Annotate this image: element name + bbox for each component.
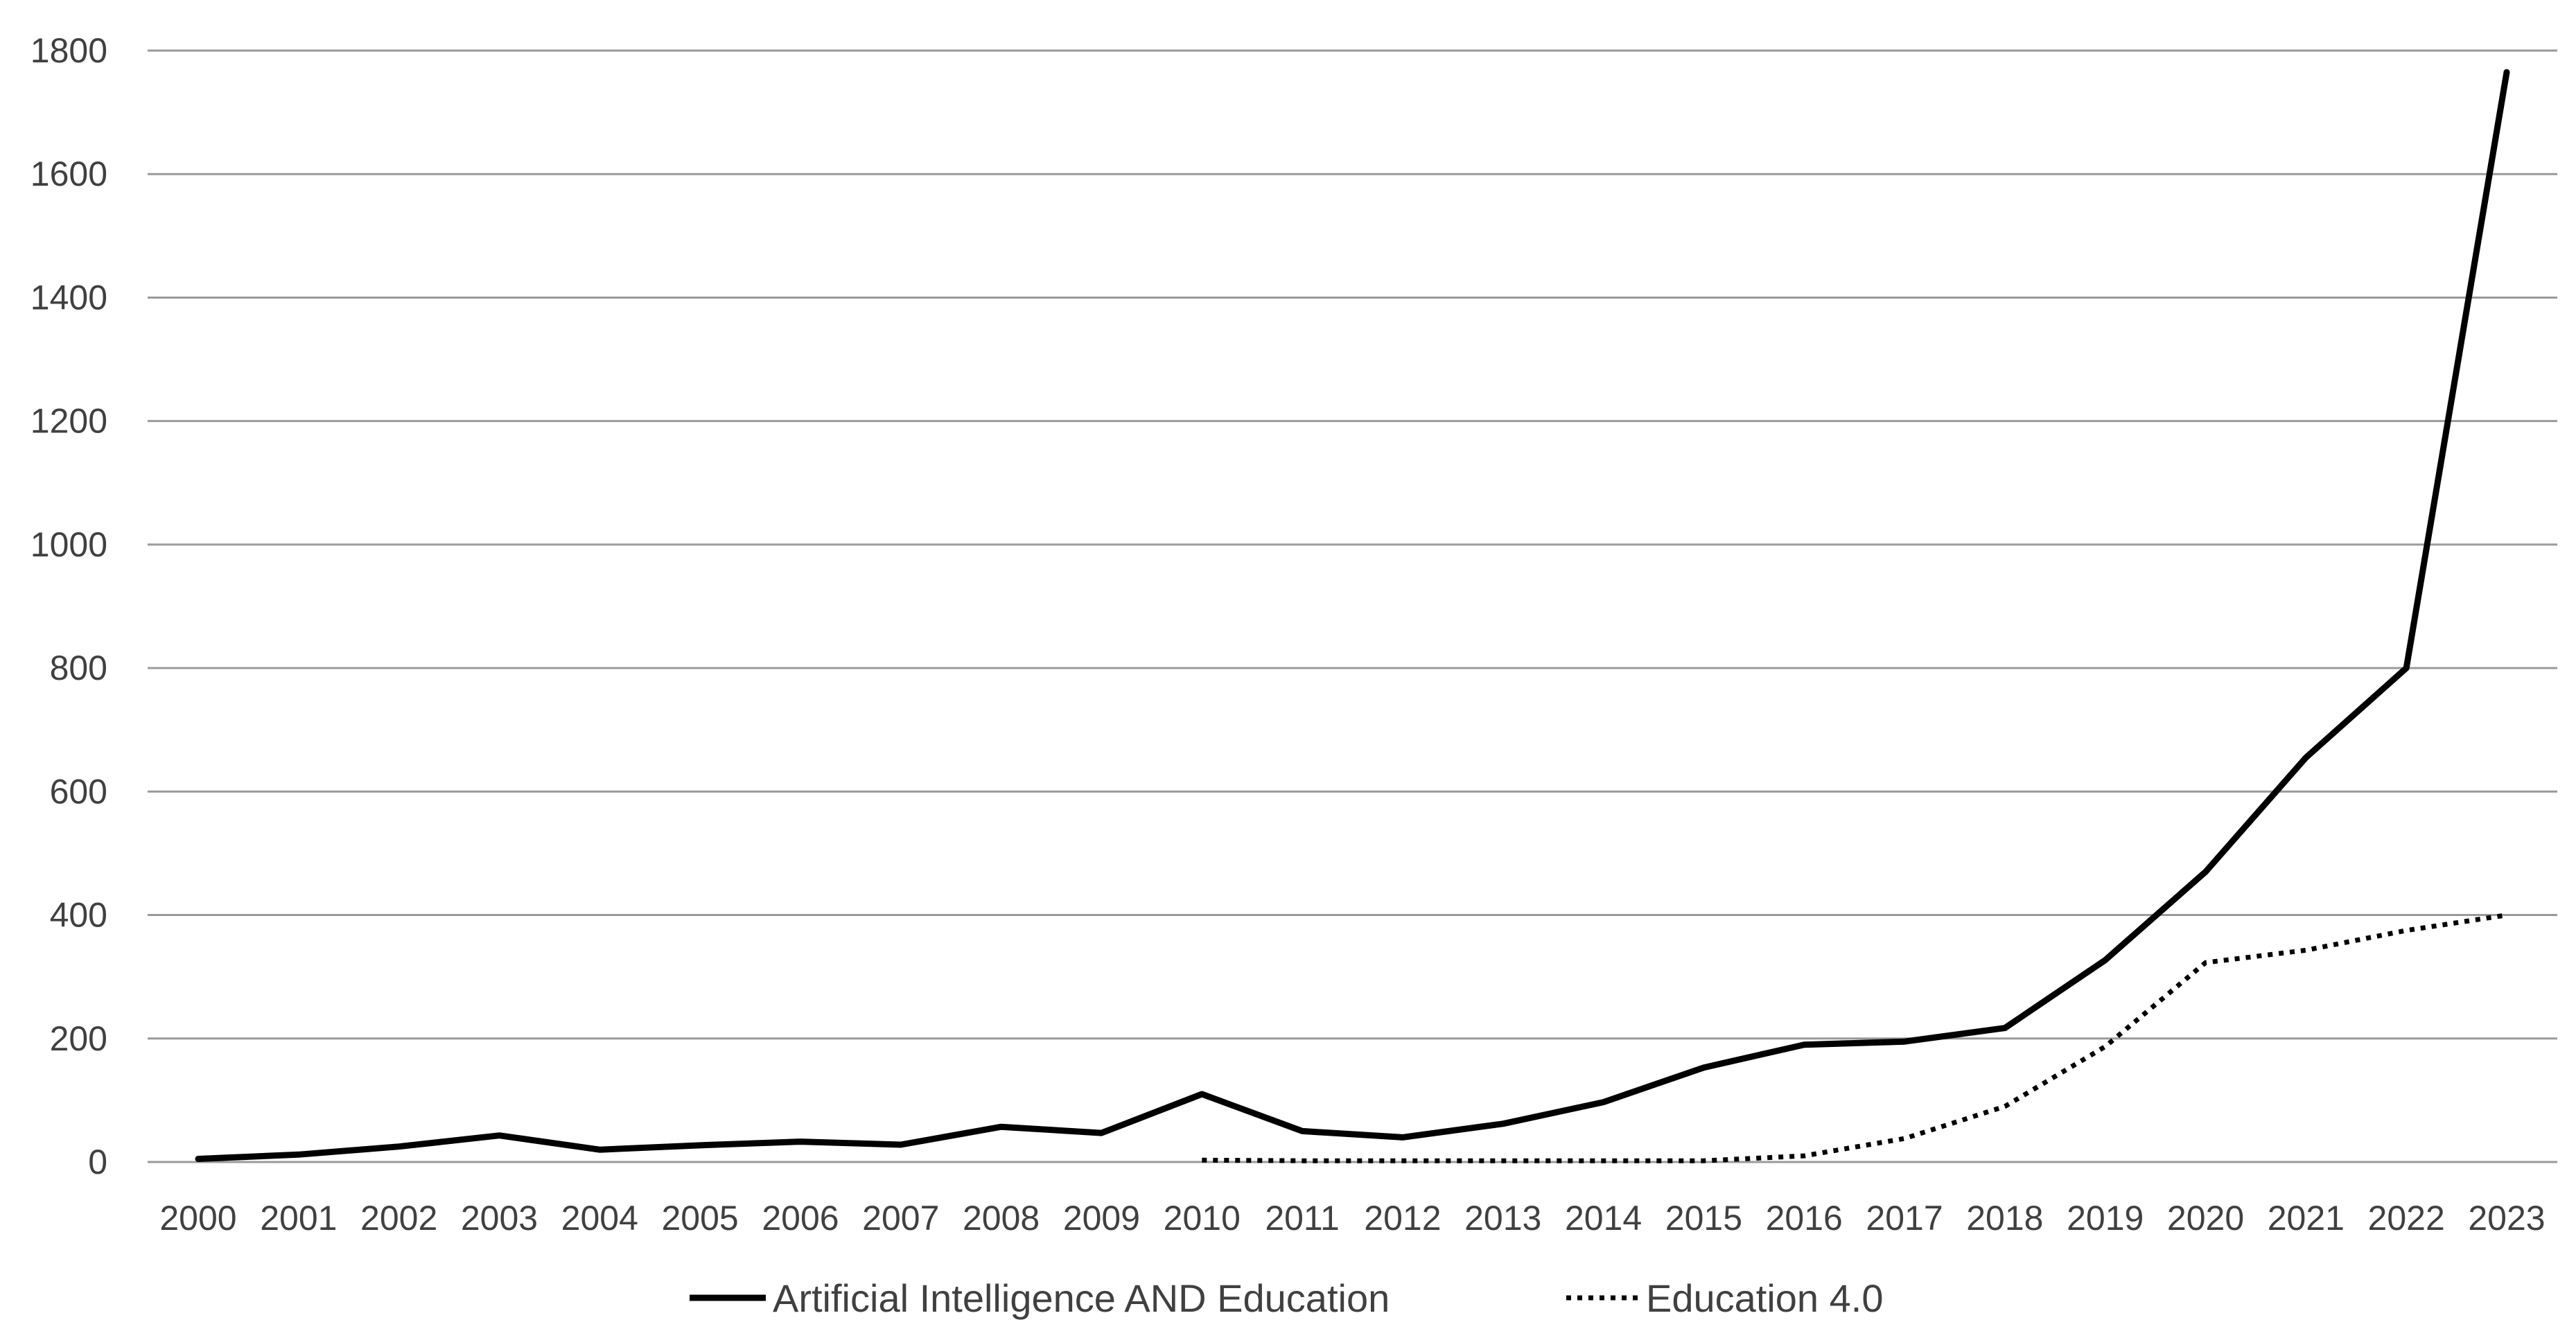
x-tick-label: 2000	[159, 1199, 236, 1238]
x-tick-label: 2001	[260, 1199, 337, 1238]
x-tick-label: 2004	[561, 1199, 638, 1238]
x-tick-label: 2006	[762, 1199, 839, 1238]
y-tick-label: 1000	[30, 525, 107, 564]
y-tick-label: 600	[50, 772, 107, 811]
series-line-1	[195, 69, 2510, 1162]
x-tick-label: 2003	[461, 1199, 538, 1238]
legend-label-1: Artificial Intelligence AND Education	[773, 1276, 1390, 1320]
y-axis-ticks: 0 200 400 600 800 1000 1200 1400 1600 1800	[30, 31, 107, 1181]
y-tick-label: 200	[50, 1019, 107, 1058]
x-tick-label: 2014	[1565, 1199, 1642, 1238]
x-tick-label: 2020	[2167, 1199, 2244, 1238]
x-tick-label: 2011	[1265, 1199, 1340, 1238]
x-tick-label: 2017	[1866, 1199, 1943, 1238]
x-tick-label: 2005	[662, 1199, 739, 1238]
gridlines	[148, 49, 2557, 1163]
y-tick-label: 1800	[30, 31, 107, 70]
x-axis-ticks: 2000 2001 2002 2003 2004 2005 2006 2007 2008 2009…	[159, 1199, 2545, 1238]
x-tick-label: 2008	[963, 1199, 1040, 1238]
legend: Artificial Intelligence AND Education Edu…	[690, 1276, 1883, 1320]
y-tick-label: 1600	[30, 155, 107, 193]
x-tick-label: 2002	[360, 1199, 437, 1238]
y-tick-label: 1200	[30, 402, 107, 441]
y-tick-label: 0	[88, 1143, 107, 1181]
x-tick-label: 2016	[1766, 1199, 1843, 1238]
y-tick-label: 1400	[30, 278, 107, 317]
y-tick-label: 800	[50, 649, 107, 687]
x-tick-label: 2023	[2468, 1199, 2545, 1238]
x-tick-label: 2010	[1164, 1199, 1241, 1238]
series-lines	[195, 69, 2510, 1163]
x-tick-label: 2007	[862, 1199, 939, 1238]
x-tick-label: 2019	[2067, 1199, 2144, 1238]
x-tick-label: 2012	[1364, 1199, 1441, 1238]
x-tick-label: 2022	[2368, 1199, 2445, 1238]
x-tick-label: 2009	[1063, 1199, 1140, 1238]
x-tick-label: 2015	[1665, 1199, 1742, 1238]
x-tick-label: 2018	[1966, 1199, 2043, 1238]
y-tick-label: 400	[50, 896, 107, 935]
x-tick-label: 2013	[1464, 1199, 1541, 1238]
legend-label-2: Education 4.0	[1646, 1276, 1883, 1320]
x-tick-label: 2021	[2268, 1199, 2345, 1238]
